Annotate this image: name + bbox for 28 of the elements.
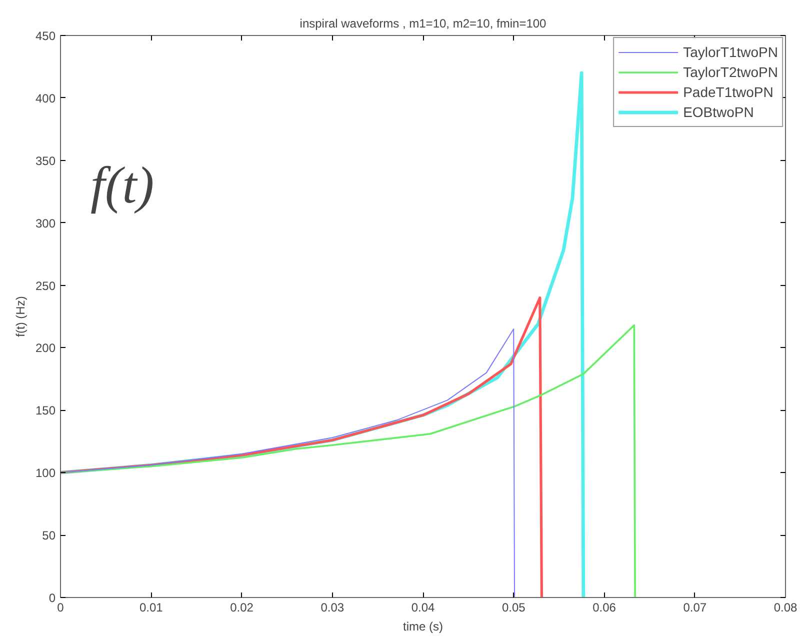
x-tick-label: 0.05 — [502, 600, 526, 614]
y-tick-label: 350 — [35, 154, 56, 168]
x-tick-label: 0.02 — [230, 600, 254, 614]
x-tick-label: 0.04 — [411, 600, 436, 614]
legend-label: TaylorT1twoPN — [683, 44, 778, 60]
y-tick-label: 50 — [42, 528, 56, 543]
legend-label: TaylorT2twoPN — [683, 64, 778, 80]
annotation: f(t) — [90, 158, 154, 214]
line-series — [60, 324, 636, 598]
x-tick-label: 0.07 — [683, 600, 707, 614]
y-axis-title: f(t) (Hz) — [13, 296, 28, 337]
x-axis-title: time (s) — [403, 620, 443, 634]
x-tick-label: 0.01 — [139, 600, 164, 614]
y-tick-label: 400 — [35, 91, 56, 106]
x-tick-label: 0.03 — [320, 600, 344, 614]
y-tick-label: 300 — [35, 216, 56, 230]
y-tick-label: 0 — [48, 591, 56, 605]
y-tick-label: 100 — [35, 466, 56, 480]
legend-label: EOBtwoPN — [683, 104, 754, 120]
y-tick-label: 150 — [35, 404, 56, 418]
y-tick-label: 200 — [35, 341, 56, 356]
chart-title: inspiral waveforms , m1=10, m2=10, fmin=100 — [300, 16, 547, 30]
y-tick-label: 250 — [35, 278, 56, 293]
x-tick-label: 0.08 — [774, 600, 798, 614]
y-tick-label: 450 — [35, 29, 56, 43]
x-tick-label: 0 — [57, 600, 64, 614]
legend-label: PadeT1twoPN — [683, 84, 774, 100]
x-tick-label: 0.06 — [592, 600, 616, 614]
